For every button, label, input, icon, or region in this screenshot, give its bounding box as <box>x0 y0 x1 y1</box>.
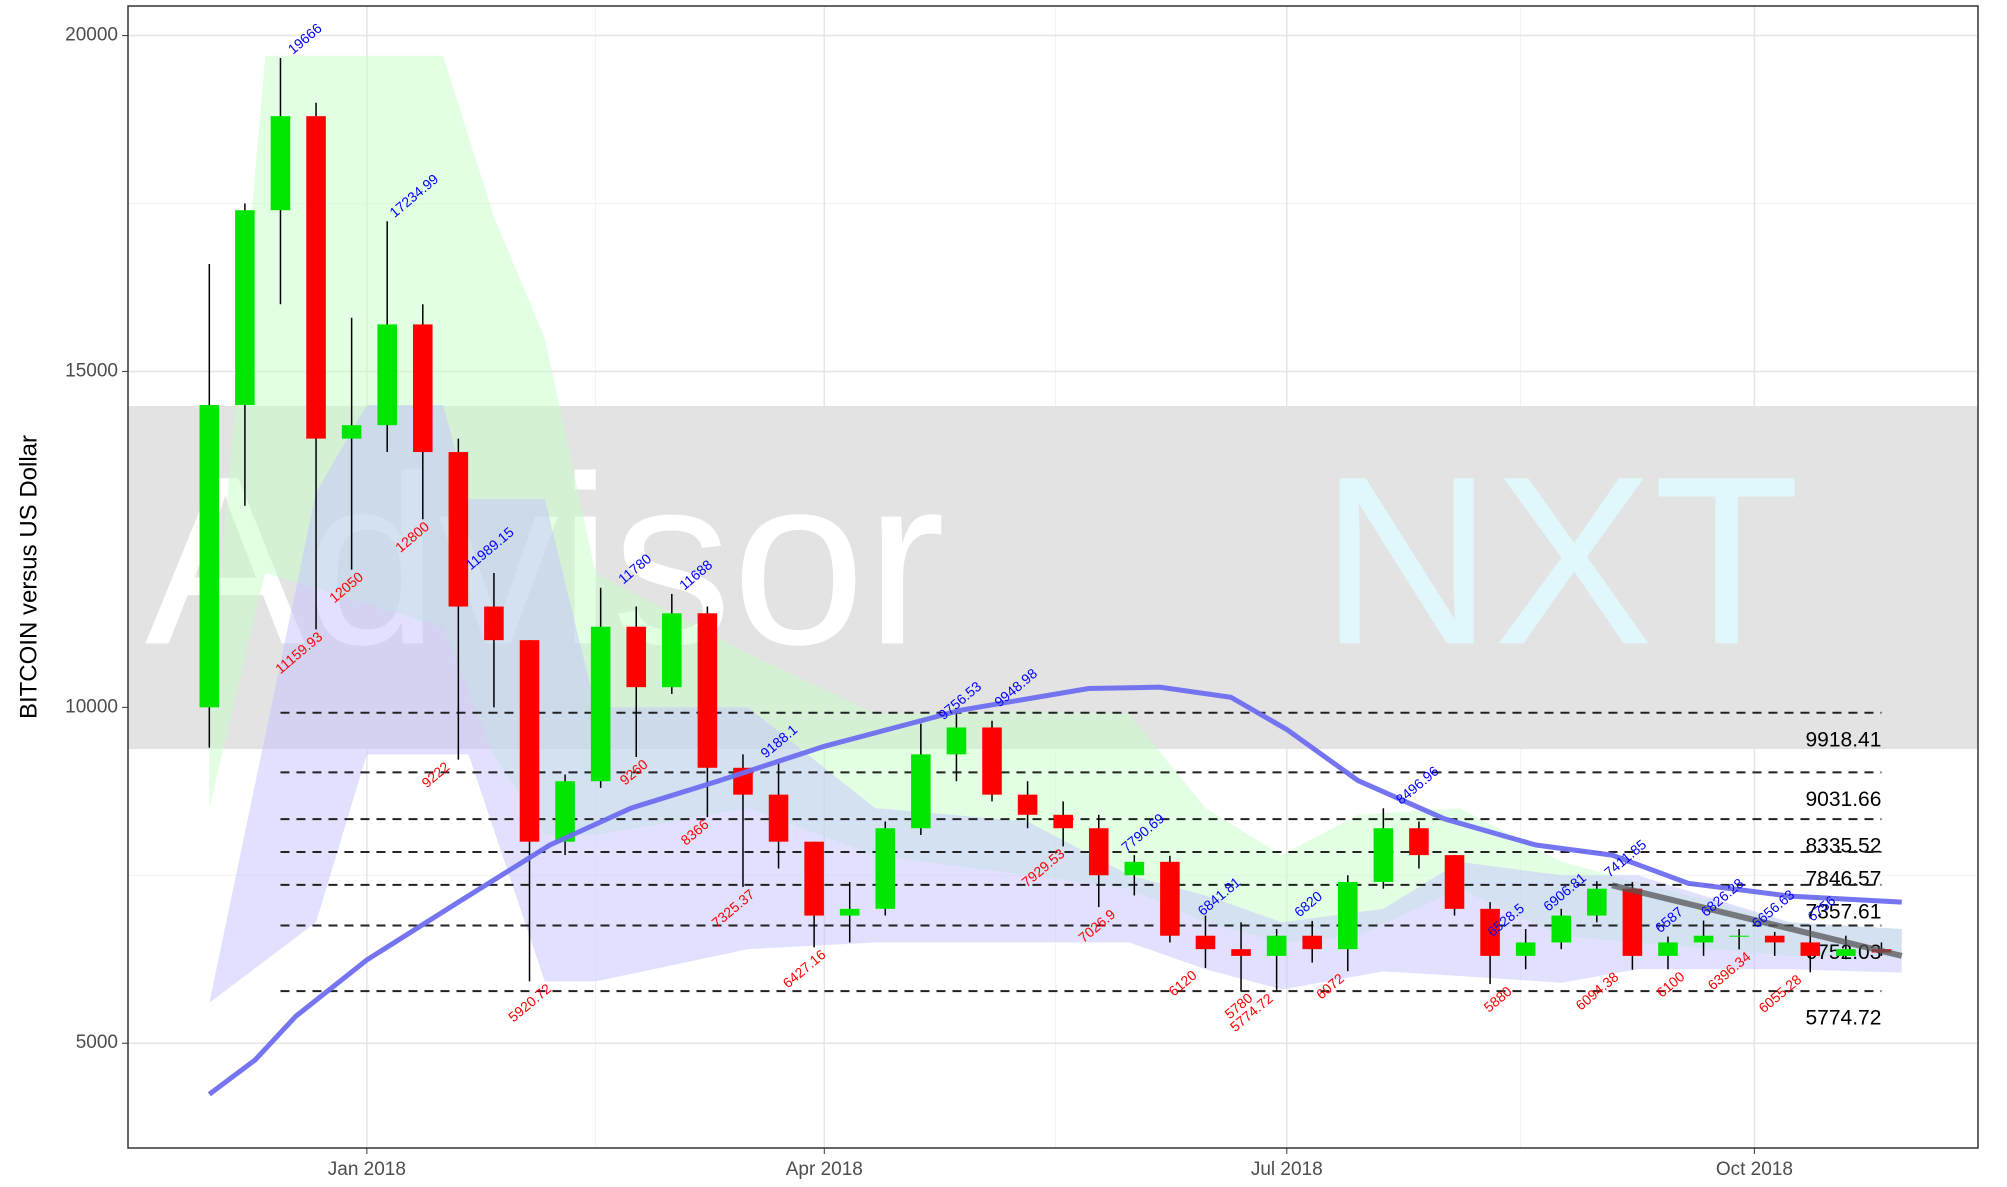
candle-body <box>1480 908 1500 956</box>
level-label: 8335.52 <box>1806 835 1882 858</box>
candle-body <box>448 452 469 607</box>
data-layer: 9918.419031.668335.527846.577357.616752.… <box>199 20 1903 1097</box>
level-label: 7846.57 <box>1806 868 1882 891</box>
candle-body <box>1587 888 1607 916</box>
candle-body <box>1053 814 1073 829</box>
candle-body <box>839 908 860 916</box>
candle-body <box>1124 861 1145 876</box>
x-tick-label: Jul 2018 <box>1251 1159 1323 1180</box>
candle-body <box>1515 942 1536 956</box>
candle-body <box>1622 888 1643 956</box>
candle-body <box>1693 935 1714 943</box>
candle-body <box>1729 935 1749 937</box>
candle-body <box>804 841 824 916</box>
candle-body <box>697 613 718 768</box>
x-tick-label: Apr 2018 <box>786 1159 863 1180</box>
candle-body <box>662 613 682 688</box>
candle-body <box>590 626 611 782</box>
candle-body <box>1444 855 1465 909</box>
candle-body <box>1373 828 1394 882</box>
cloud-band <box>209 405 1902 1003</box>
candle-body <box>1266 935 1287 956</box>
level-label: 5774.72 <box>1806 1007 1882 1030</box>
y-tick-label: 15000 <box>65 360 118 381</box>
candle-body <box>484 606 504 641</box>
watermark: NXT <box>1320 426 1800 694</box>
candle-body <box>1231 949 1251 956</box>
candle-body <box>1409 828 1429 856</box>
candle-body <box>982 727 1002 795</box>
candle-body <box>341 425 362 439</box>
candle-body <box>1195 935 1216 950</box>
y-tick-label: 20000 <box>65 25 118 46</box>
candle-body <box>1836 949 1856 956</box>
candle-body <box>1658 942 1678 956</box>
candle-body <box>911 754 931 829</box>
candle-body <box>519 640 540 842</box>
candle-body <box>377 324 397 426</box>
candle-body <box>1160 861 1180 936</box>
trend-line <box>1611 882 1903 959</box>
candle-body <box>768 794 789 842</box>
candle-body <box>270 116 291 211</box>
candle-body <box>555 781 575 842</box>
candle-body <box>412 324 433 453</box>
candle-body <box>1800 942 1821 956</box>
candle-body <box>1337 881 1358 950</box>
level-label: 9918.41 <box>1806 728 1882 751</box>
moving-average-line <box>207 684 1902 1097</box>
candle-body <box>1764 935 1785 943</box>
candle-body <box>1017 794 1038 815</box>
candle-body <box>626 626 647 688</box>
candle-body <box>1302 935 1322 950</box>
y-axis-label: BITCOIN versus US Dollar <box>15 435 42 719</box>
plot-border <box>127 5 1979 1149</box>
candle-body <box>235 210 255 406</box>
candle-body <box>199 405 220 708</box>
level-label: 7357.61 <box>1806 900 1882 923</box>
y-tick-label: 10000 <box>65 696 118 717</box>
candle-body <box>1551 915 1572 943</box>
x-tick-label: Jan 2018 <box>328 1159 406 1180</box>
x-tick-label: Oct 2018 <box>1716 1159 1793 1180</box>
candle-body <box>875 828 896 909</box>
candle-body <box>946 727 967 755</box>
candle-body <box>1088 828 1109 876</box>
y-tick-label: 5000 <box>76 1032 118 1053</box>
candle-body <box>306 116 326 439</box>
level-label: 9031.66 <box>1806 788 1882 811</box>
